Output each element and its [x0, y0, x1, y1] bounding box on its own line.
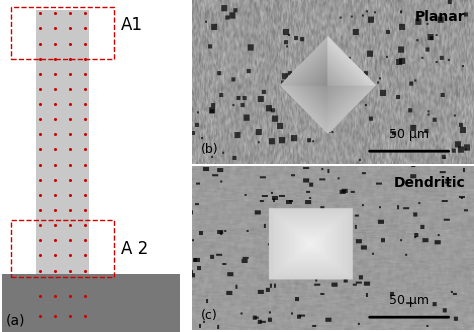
Text: (b): (b) — [201, 143, 218, 156]
Text: 50 μm: 50 μm — [389, 128, 429, 141]
Text: A1: A1 — [121, 16, 143, 34]
Text: 50 μm: 50 μm — [389, 294, 429, 307]
Text: A 2: A 2 — [121, 240, 148, 258]
Bar — [11, 7, 114, 59]
Text: Planar: Planar — [415, 10, 465, 24]
Bar — [36, 10, 89, 274]
Text: (a): (a) — [6, 313, 25, 327]
Bar — [11, 220, 114, 277]
Text: (c): (c) — [201, 309, 217, 322]
Text: Dendritic: Dendritic — [394, 176, 465, 190]
Bar — [2, 274, 180, 332]
